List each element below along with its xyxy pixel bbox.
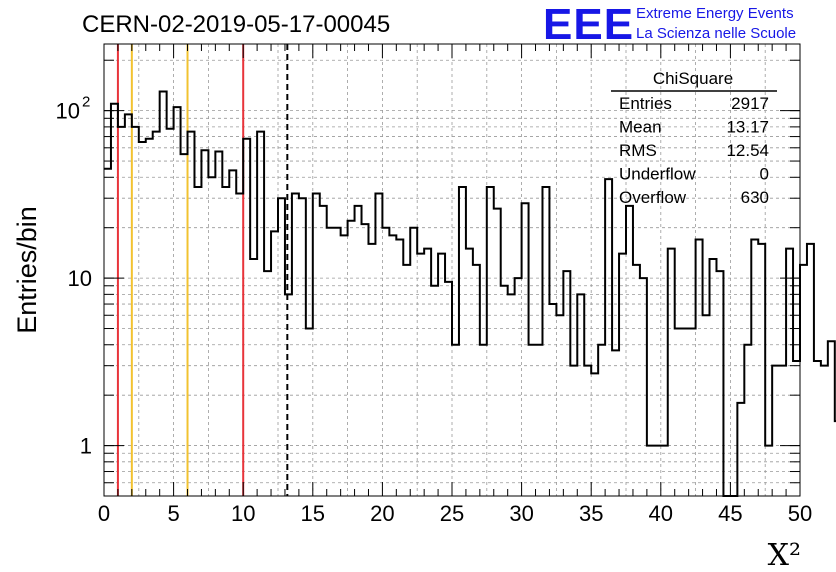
stats-value: 630 bbox=[741, 188, 769, 207]
marker-lines bbox=[116, 44, 289, 496]
stats-value: 0 bbox=[760, 165, 769, 184]
stats-label: Mean bbox=[619, 118, 662, 137]
stats-label: Underflow bbox=[619, 165, 696, 184]
x-tick-label: 15 bbox=[301, 501, 325, 526]
x-tick-label: 10 bbox=[231, 501, 255, 526]
x-tick-label: 50 bbox=[788, 501, 812, 526]
x-tick-label: 0 bbox=[98, 501, 110, 526]
x-tick-label: 20 bbox=[370, 501, 394, 526]
x-tick-label: 45 bbox=[718, 501, 742, 526]
chart-title: CERN-02-2019-05-17-00045 bbox=[82, 11, 390, 38]
stats-label: Entries bbox=[619, 94, 672, 113]
logo-line-2: La Scienza nelle Scuole bbox=[636, 25, 796, 42]
stats-label: RMS bbox=[619, 141, 657, 160]
x-tick-label: 25 bbox=[440, 501, 464, 526]
histogram-line bbox=[104, 90, 836, 497]
x-tick-label: 30 bbox=[509, 501, 533, 526]
stats-rows: Entries 2917 Mean 13.17 RMS 12.54 Underflow 0 Ov… bbox=[619, 94, 769, 207]
x-tick-label: 5 bbox=[167, 501, 179, 526]
x-axis-label: X² bbox=[768, 538, 801, 572]
stats-box: ChiSquare Entries 2917 Mean 13.17 RMS 12.54 Un… bbox=[611, 69, 777, 207]
stats-title: ChiSquare bbox=[653, 69, 733, 88]
stats-value: 2917 bbox=[731, 94, 769, 113]
stats-value: 12.54 bbox=[726, 141, 769, 160]
y-tick-exponent: 2 bbox=[82, 94, 90, 111]
stats-label: Overflow bbox=[619, 188, 687, 207]
y-tick-label: 10 bbox=[56, 99, 80, 124]
y-axis-label: Entries/bin bbox=[12, 206, 42, 334]
stats-value: 13.17 bbox=[726, 118, 769, 137]
y-tick-label: 10 bbox=[68, 266, 92, 291]
logo-line-1: Extreme Energy Events bbox=[636, 5, 794, 22]
x-tick-label: 35 bbox=[579, 501, 603, 526]
x-tick-label: 40 bbox=[649, 501, 673, 526]
eee-logo: EEE bbox=[543, 0, 634, 49]
y-tick-label: 1 bbox=[80, 434, 92, 459]
